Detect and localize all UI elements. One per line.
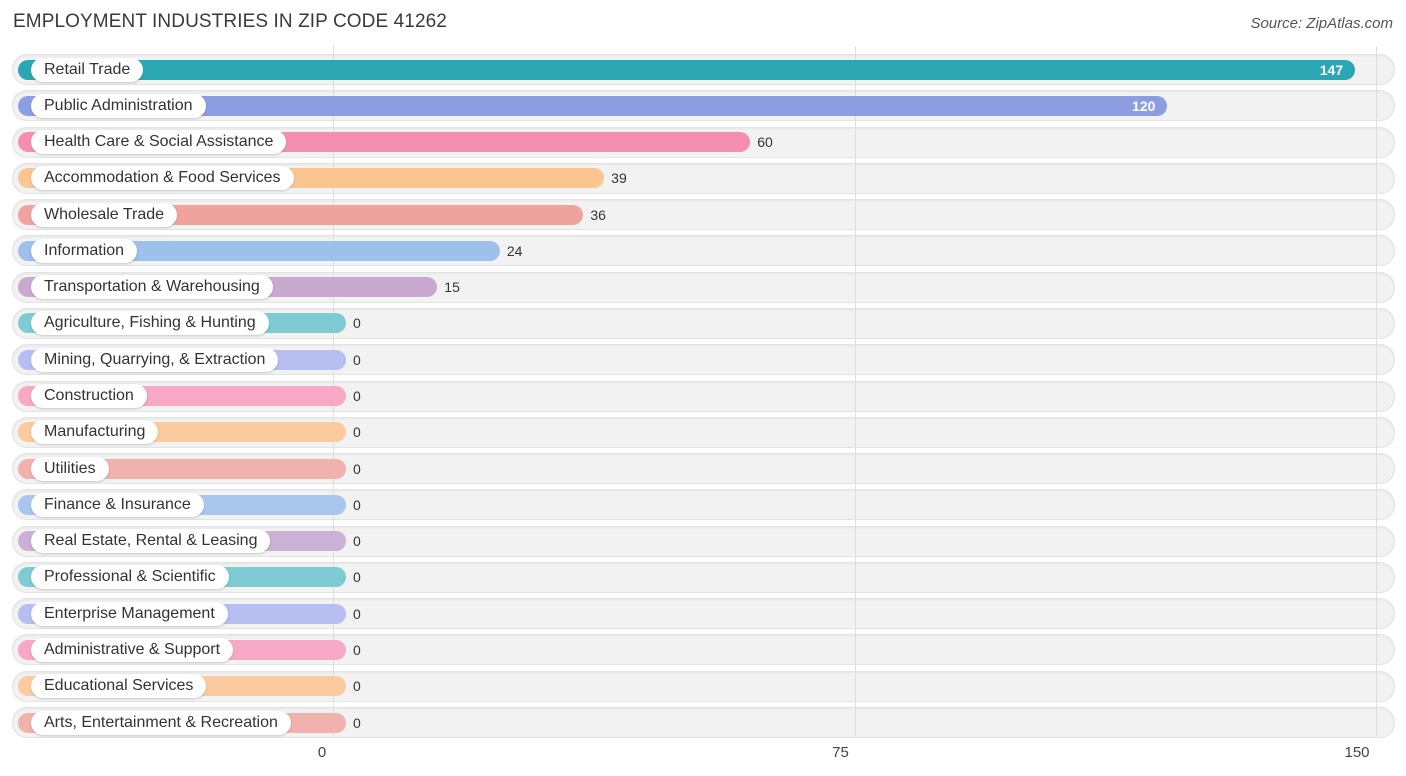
bar-track xyxy=(12,489,1395,521)
gridline xyxy=(1376,46,1377,736)
category-label: Educational Services xyxy=(31,674,207,699)
data-label: 0 xyxy=(353,315,361,332)
category-label: Enterprise Management xyxy=(31,601,228,626)
category-label: Accommodation & Food Services xyxy=(31,166,294,191)
category-label: Retail Trade xyxy=(31,57,144,82)
data-label: 0 xyxy=(353,714,361,731)
category-label: Professional & Scientific xyxy=(31,565,229,590)
data-label: 120 xyxy=(1132,97,1156,114)
data-label: 0 xyxy=(353,533,361,550)
data-label: 0 xyxy=(353,424,361,441)
data-label: 0 xyxy=(353,641,361,658)
bar xyxy=(18,59,1356,80)
category-label: Utilities xyxy=(31,456,109,481)
data-label: 15 xyxy=(444,279,460,296)
data-label: 0 xyxy=(353,605,361,622)
data-label: 36 xyxy=(590,206,606,223)
data-label: 39 xyxy=(611,170,627,187)
chart-source: Source: ZipAtlas.com xyxy=(1250,15,1393,32)
data-label: 60 xyxy=(757,134,773,151)
data-label: 0 xyxy=(353,496,361,513)
bar xyxy=(18,95,1168,116)
category-label: Agriculture, Fishing & Hunting xyxy=(31,311,269,336)
category-label: Manufacturing xyxy=(31,420,159,445)
data-label: 0 xyxy=(353,351,361,368)
category-label: Administrative & Support xyxy=(31,637,234,662)
category-label: Mining, Quarrying, & Extraction xyxy=(31,347,279,372)
bar xyxy=(18,240,500,261)
category-label: Real Estate, Rental & Leasing xyxy=(31,529,271,554)
category-label: Finance & Insurance xyxy=(31,492,204,517)
bar-track xyxy=(12,670,1395,702)
data-label: 0 xyxy=(353,388,361,405)
data-label: 147 xyxy=(1319,61,1344,78)
x-tick-label: 75 xyxy=(832,744,849,761)
category-label: Transportation & Warehousing xyxy=(31,275,273,300)
data-label: 0 xyxy=(353,678,361,695)
category-label: Construction xyxy=(31,384,147,409)
category-label: Wholesale Trade xyxy=(31,202,178,227)
x-tick-label: 150 xyxy=(1344,744,1370,761)
data-label: 0 xyxy=(353,460,361,477)
category-label: Public Administration xyxy=(31,93,206,118)
gridline xyxy=(854,46,856,736)
data-label: 24 xyxy=(506,242,523,259)
data-label: 0 xyxy=(353,569,361,586)
category-label: Information xyxy=(31,238,138,263)
category-label: Arts, Entertainment & Recreation xyxy=(31,710,291,735)
category-label: Health Care & Social Assistance xyxy=(31,130,287,155)
chart-title: EMPLOYMENT INDUSTRIES IN ZIP CODE 41262 xyxy=(13,11,447,32)
x-tick-label: 0 xyxy=(317,744,327,761)
